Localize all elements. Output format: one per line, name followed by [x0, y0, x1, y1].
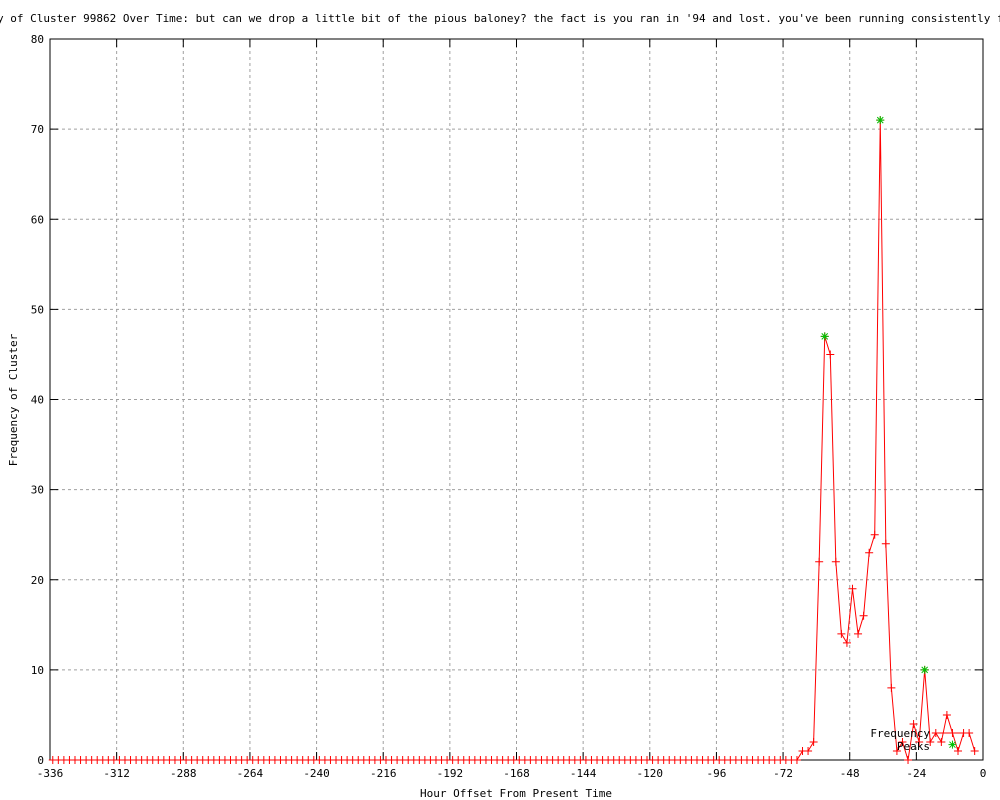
- frequency-point: [892, 746, 901, 755]
- x-tick-label: -264: [237, 767, 264, 780]
- frequency-point: [926, 737, 935, 746]
- x-tick-label: -168: [503, 767, 530, 780]
- y-axis-label: Frequency of Cluster: [7, 333, 20, 466]
- x-tick-label: -216: [370, 767, 397, 780]
- frequency-point: [837, 629, 846, 638]
- legend: Frequency Peaks: [870, 727, 972, 753]
- peak-point: [820, 332, 829, 341]
- frequency-line: [52, 120, 976, 761]
- frequency-point: [915, 737, 924, 746]
- frequency-point: [842, 638, 851, 647]
- y-tick-label: 10: [31, 664, 44, 677]
- y-tick-label: 50: [31, 303, 44, 316]
- y-tick-label: 20: [31, 574, 44, 587]
- x-tick-label: -312: [103, 767, 130, 780]
- frequency-point: [804, 746, 813, 755]
- grid: [50, 39, 983, 760]
- frequency-point: [898, 737, 907, 746]
- frequency-point: [865, 548, 874, 557]
- frequency-point: [826, 350, 835, 359]
- frequency-point: [970, 746, 979, 755]
- frequency-point: [859, 611, 868, 620]
- frequency-point: [942, 710, 951, 719]
- frequency-point: [909, 719, 918, 728]
- legend-label-peaks: Peaks: [897, 740, 930, 753]
- frequency-point: [937, 737, 946, 746]
- y-tick-label: 0: [37, 754, 44, 767]
- frequency-point: [881, 539, 890, 548]
- x-tick-label: -24: [906, 767, 926, 780]
- x-tick-label: -144: [570, 767, 597, 780]
- x-tick-label: -72: [773, 767, 793, 780]
- y-tick-label: 60: [31, 213, 44, 226]
- frequency-point: [887, 683, 896, 692]
- y-tick-label: 80: [31, 33, 44, 46]
- x-tick-label: -192: [437, 767, 464, 780]
- chart-title: y of Cluster 99862 Over Time: but can we…: [0, 12, 1000, 25]
- series-layer: [48, 116, 979, 764]
- frequency-point: [809, 737, 818, 746]
- x-axis-label: Hour Offset From Present Time: [420, 787, 612, 800]
- frequency-point: [954, 746, 963, 755]
- y-tick-label: 30: [31, 484, 44, 497]
- peak-point: [948, 740, 957, 749]
- frequency-point: [870, 530, 879, 539]
- y-tick-label: 40: [31, 394, 44, 407]
- frequency-point: [904, 756, 913, 764]
- x-tick-label: -96: [706, 767, 726, 780]
- frequency-point: [815, 557, 824, 566]
- axis-ticks: -336 -312 -288 -264 -240 -216 -192 -168 -144 -120…: [31, 33, 987, 780]
- frequency-point: [848, 584, 857, 593]
- x-tick-label: -336: [37, 767, 64, 780]
- x-tick-label: -48: [840, 767, 860, 780]
- frequency-point: [792, 756, 801, 764]
- peak-point: [876, 116, 885, 125]
- x-tick-label: -288: [170, 767, 197, 780]
- x-tick-label: 0: [980, 767, 987, 780]
- frequency-point: [854, 629, 863, 638]
- frequency-point: [831, 557, 840, 566]
- peak-point: [920, 665, 929, 674]
- x-tick-label: -240: [303, 767, 330, 780]
- y-tick-label: 70: [31, 123, 44, 136]
- legend-label-frequency: Frequency: [870, 727, 930, 740]
- x-tick-label: -120: [637, 767, 664, 780]
